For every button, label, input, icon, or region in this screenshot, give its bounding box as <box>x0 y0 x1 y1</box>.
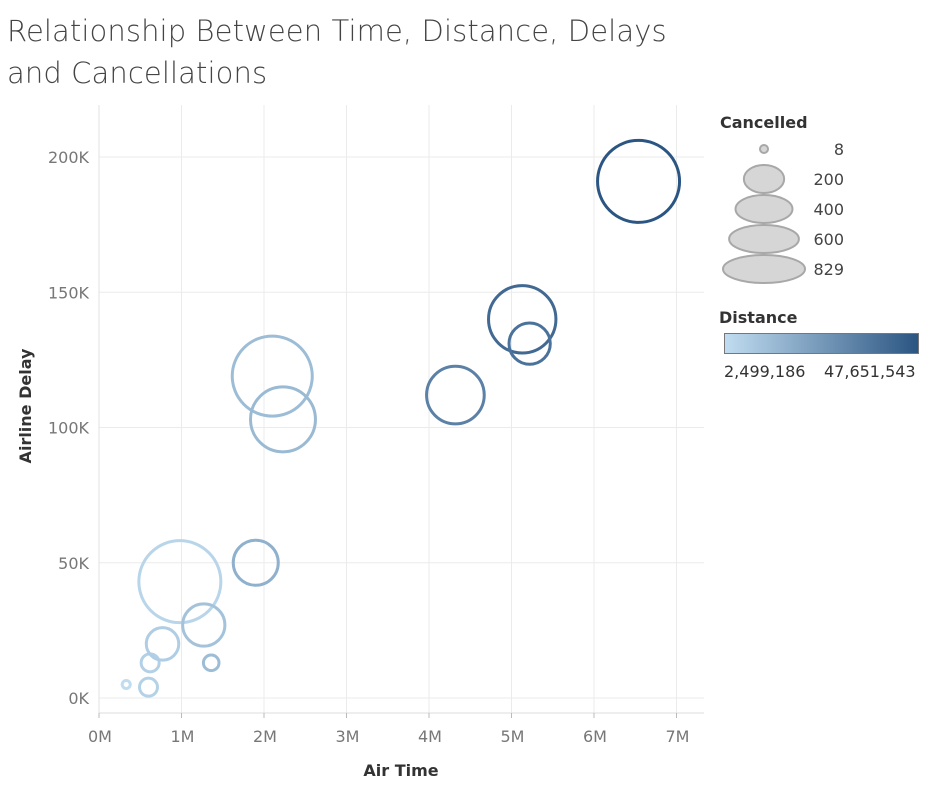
x-tick-label-1: 1M <box>171 727 195 746</box>
data-point-1 <box>137 676 160 698</box>
size-legend-title: Cancelled <box>720 113 808 132</box>
x-tick-label-5: 5M <box>501 727 525 746</box>
size-legend-symbol-3 <box>728 224 800 254</box>
x-tick-label-0: 0M <box>88 727 112 746</box>
data-point-4 <box>137 539 223 625</box>
data-point-5 <box>181 602 227 648</box>
data-point-11 <box>487 284 558 355</box>
size-legend-label-1: 200 <box>813 170 844 189</box>
data-point-0 <box>120 678 132 691</box>
data-point-7 <box>231 538 280 587</box>
data-point-8 <box>230 334 314 418</box>
distance-min-label: 2,499,186 <box>724 362 806 381</box>
x-tick-label-4: 4M <box>418 727 442 746</box>
y-tick-label-2: 100K <box>48 419 90 438</box>
size-legend-symbol-2 <box>734 194 794 224</box>
data-point-13 <box>596 138 682 224</box>
y-tick-label-0: 0K <box>68 689 89 708</box>
data-point-9 <box>249 385 317 454</box>
data-point-10 <box>425 364 486 426</box>
size-legend-label-2: 400 <box>813 200 844 219</box>
size-legend-label-3: 600 <box>813 230 844 249</box>
x-tick-label-2: 2M <box>253 727 277 746</box>
x-tick-label-7: 7M <box>666 727 690 746</box>
distance-max-label: 47,651,543 <box>824 362 916 381</box>
x-axis-title: Air Time <box>363 761 438 780</box>
size-legend-label-0: 8 <box>833 140 844 159</box>
x-tick-label-6: 6M <box>583 727 607 746</box>
data-point-12 <box>507 321 552 366</box>
y-tick-label-1: 50K <box>58 554 89 573</box>
size-legend-label-4: 829 <box>813 260 844 279</box>
size-legend-symbol-0 <box>758 143 770 155</box>
chart-title: Relationship Between Time, Distance, Del… <box>7 14 667 90</box>
size-legend-symbol-1 <box>742 164 786 194</box>
y-tick-label-3: 150K <box>48 283 90 302</box>
x-tick-label-3: 3M <box>336 727 360 746</box>
data-point-6 <box>201 653 221 673</box>
color-legend-title: Distance <box>719 308 798 327</box>
size-legend-symbol-4 <box>722 254 806 284</box>
distance-gradient-bar <box>724 333 919 354</box>
y-tick-label-4: 200K <box>48 148 90 167</box>
data-point-3 <box>144 626 181 662</box>
y-axis-title: Airline Delay <box>16 348 35 463</box>
